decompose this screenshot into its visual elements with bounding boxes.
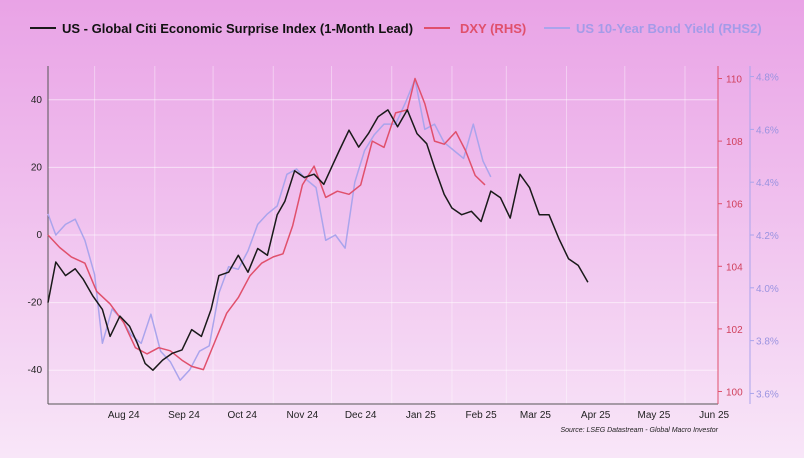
x-tick-label: May 25 xyxy=(638,410,671,421)
right2-tick-label: 4.0% xyxy=(756,284,779,295)
legend-label-surprise-index: US - Global Citi Economic Surprise Index… xyxy=(62,21,413,36)
left-tick-label: -20 xyxy=(28,298,43,309)
x-tick-label: Aug 24 xyxy=(108,410,140,421)
x-tick-label: Jun 25 xyxy=(699,410,729,421)
left-tick-label: 0 xyxy=(36,230,42,241)
right-tick-label: 106 xyxy=(726,200,743,211)
x-tick-label: Sep 24 xyxy=(168,410,200,421)
series-line-2 xyxy=(47,78,492,381)
right-tick-label: 102 xyxy=(726,325,743,336)
right2-tick-label: 3.6% xyxy=(756,389,779,400)
tick-labels: -40 -20 0 20 40 100 102 104 106 108 110 3.6% 3.8% 4.0… xyxy=(28,73,779,421)
x-tick-label: Dec 24 xyxy=(345,410,377,421)
gridlines xyxy=(48,66,718,404)
x-tick-label: Mar 25 xyxy=(520,410,552,421)
right-tick-label: 110 xyxy=(726,75,742,86)
right2-tick-label: 4.4% xyxy=(756,178,779,189)
right2-tick-label: 3.8% xyxy=(756,337,779,348)
x-tick-label: Oct 24 xyxy=(227,410,257,421)
x-tick-label: Jan 25 xyxy=(406,410,436,421)
series-line-1 xyxy=(47,77,486,371)
left-tick-label: -40 xyxy=(28,365,43,376)
legend-label-us10y: US 10-Year Bond Yield (RHS2) xyxy=(576,21,762,36)
right2-tick-label: 4.6% xyxy=(756,125,779,136)
right-tick-label: 100 xyxy=(726,387,743,398)
x-tick-label: Feb 25 xyxy=(466,410,498,421)
x-tick-label: Apr 25 xyxy=(581,410,611,421)
legend-label-dxy: DXY (RHS) xyxy=(460,21,526,36)
left-tick-label: 40 xyxy=(31,95,43,106)
series-lines xyxy=(47,77,589,381)
right-tick-label: 108 xyxy=(726,137,743,148)
right2-tick-label: 4.2% xyxy=(756,231,779,242)
right2-tick-label: 4.8% xyxy=(756,73,779,84)
right-tick-label: 104 xyxy=(726,262,743,273)
x-tick-label: Nov 24 xyxy=(287,410,319,421)
left-tick-label: 20 xyxy=(31,162,43,173)
source-note: Source: LSEG Datastream - Global Macro I… xyxy=(560,427,718,434)
legend: US - Global Citi Economic Surprise Index… xyxy=(30,21,762,36)
series-line-0 xyxy=(47,109,589,371)
